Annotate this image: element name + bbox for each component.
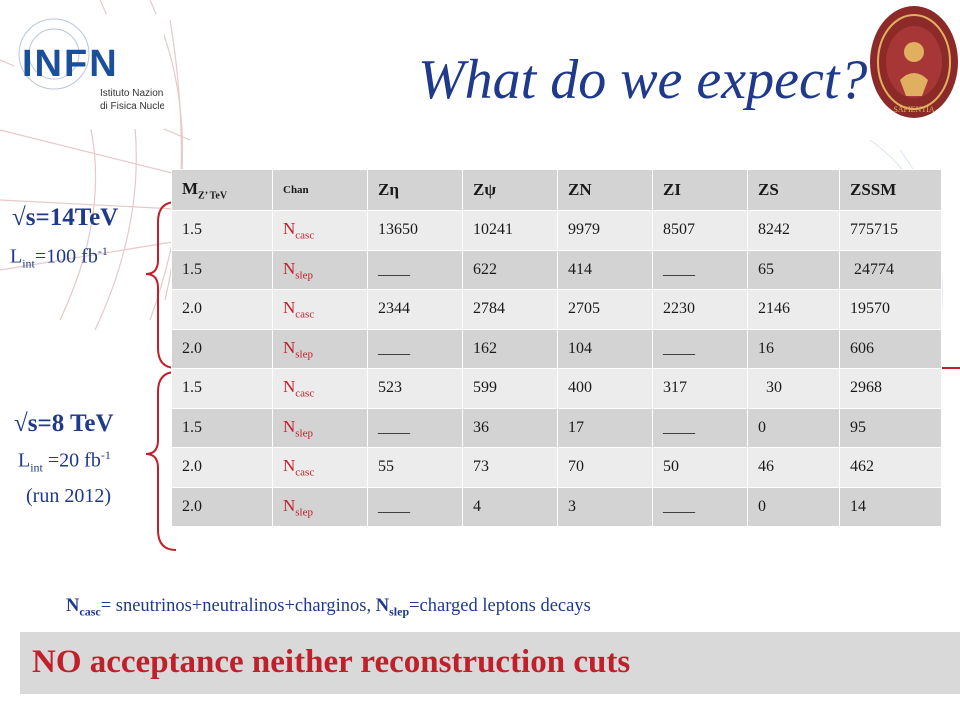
value-cell: 30 [747,368,840,409]
header-col: Zη [367,169,463,211]
value-cell: 0 [747,486,840,527]
value-cell: ____ [652,249,748,290]
value-cell: 16 [747,328,840,369]
mass-cell: 1.5 [171,368,273,409]
value-cell: ____ [652,328,748,369]
value-cell: ____ [367,486,463,527]
value-cell: 2344 [367,289,463,330]
expectation-table: MZ’ TeV Chan Zη Zψ ZN ZI ZS ZSSM 1.5 Ncas… [171,169,942,527]
value-cell: ____ [367,407,463,448]
mass-cell: 2.0 [171,486,273,527]
channel-cell: Nslep [272,328,368,369]
infn-logo-sub2: di Fisica Nucleare [100,101,164,112]
value-cell: 8507 [652,210,748,251]
channel-cell: Ncasc [272,210,368,251]
lumi-14tev-label: Lint=100 fb-1 [10,244,108,271]
footnote-definitions: Ncasc= sneutrinos+neutralinos+charginos,… [66,596,591,619]
value-cell: ____ [652,486,748,527]
value-cell: 95 [839,407,942,448]
infn-logo-text: INFN [22,43,119,85]
value-cell: 19570 [839,289,942,330]
header-col: ZN [557,169,653,211]
mass-cell: 1.5 [171,249,273,290]
value-cell: 414 [557,249,653,290]
table-row: 1.5 Nslep ____ 36 17 ____ 0 95 [171,407,942,448]
value-cell: 523 [367,368,463,409]
value-cell: 0 [747,407,840,448]
value-cell: 2146 [747,289,840,330]
value-cell: ____ [367,328,463,369]
header-col: ZSSM [839,169,942,211]
cuts-banner-text: NO acceptance neither reconstruction cut… [32,644,631,680]
value-cell: 70 [557,447,653,488]
channel-cell: Nslep [272,249,368,290]
value-cell: 9979 [557,210,653,251]
value-cell: 73 [462,447,558,488]
value-cell: 8242 [747,210,840,251]
infn-logo-sub1: Istituto Nazionale [100,88,164,99]
table-row: 2.0 Nslep ____ 4 3 ____ 0 14 [171,486,942,527]
table-row: 2.0 Ncasc 55 73 70 50 46 462 [171,447,942,488]
value-cell: 162 [462,328,558,369]
value-cell: 400 [557,368,653,409]
value-cell: 317 [652,368,748,409]
mass-cell: 2.0 [171,447,273,488]
university-seal-logo: SAPIENTIA [870,6,958,118]
table-row: 2.0 Nslep ____ 162 104 ____ 16 606 [171,328,942,369]
value-cell: 24774 [839,249,942,290]
energy-8tev-label: √s=8 TeV [14,410,114,437]
channel-cell: Nslep [272,407,368,448]
channel-cell: Ncasc [272,289,368,330]
svg-text:SAPIENTIA: SAPIENTIA [893,105,935,114]
header-chan: Chan [272,169,368,211]
value-cell: 462 [839,447,942,488]
value-cell: 2784 [462,289,558,330]
value-cell: ____ [367,249,463,290]
value-cell: 10241 [462,210,558,251]
mass-cell: 2.0 [171,289,273,330]
channel-cell: Nslep [272,486,368,527]
cuts-banner: NO acceptance neither reconstruction cut… [20,632,960,694]
value-cell: 2230 [652,289,748,330]
energy-14tev-label: √s=14TeV [12,204,119,231]
value-cell: 2968 [839,368,942,409]
lumi-8tev-label: Lint =20 fb-1 [18,448,111,475]
value-cell: ____ [652,407,748,448]
value-cell: 46 [747,447,840,488]
value-cell: 775715 [839,210,942,251]
value-cell: 3 [557,486,653,527]
channel-cell: Ncasc [272,447,368,488]
table-row: 2.0 Ncasc 2344 2784 2705 2230 2146 19570 [171,289,942,330]
run-2012-note: (run 2012) [26,485,111,507]
header-mass: MZ’ TeV [171,169,273,211]
mass-cell: 2.0 [171,328,273,369]
table-row: 1.5 Ncasc 523 599 400 317 30 2968 [171,368,942,409]
channel-cell: Ncasc [272,368,368,409]
value-cell: 622 [462,249,558,290]
value-cell: 36 [462,407,558,448]
table-row: 1.5 Nslep ____ 622 414 ____ 65 24774 [171,249,942,290]
header-col: ZS [747,169,840,211]
header-col: ZI [652,169,748,211]
value-cell: 599 [462,368,558,409]
header-col: Zψ [462,169,558,211]
mass-cell: 1.5 [171,210,273,251]
value-cell: 606 [839,328,942,369]
value-cell: 14 [839,486,942,527]
table-header-row: MZ’ TeV Chan Zη Zψ ZN ZI ZS ZSSM [171,169,942,211]
value-cell: 65 [747,249,840,290]
value-cell: 55 [367,447,463,488]
infn-logo: INFN Istituto Nazionale di Fisica Nuclea… [14,14,164,129]
value-cell: 2705 [557,289,653,330]
value-cell: 104 [557,328,653,369]
mass-cell: 1.5 [171,407,273,448]
value-cell: 50 [652,447,748,488]
value-cell: 13650 [367,210,463,251]
value-cell: 4 [462,486,558,527]
brace-8tev [145,371,177,551]
table-row: 1.5 Ncasc 13650 10241 9979 8507 8242 775715 [171,210,942,251]
value-cell: 17 [557,407,653,448]
brace-14tev [145,201,177,369]
slide-title: What do we expect? [418,49,868,111]
